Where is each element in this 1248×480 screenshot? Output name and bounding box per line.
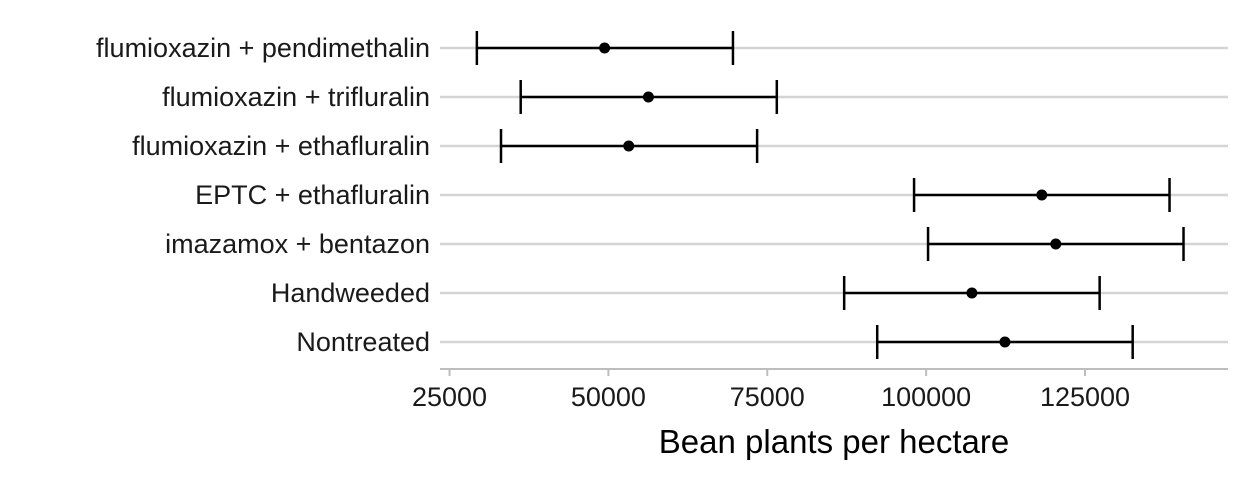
errorbar-5 xyxy=(842,276,1101,310)
category-label: flumioxazin + trifluralin xyxy=(162,82,430,112)
errorbar-2 xyxy=(499,129,759,163)
x-tick-label: 100000 xyxy=(881,382,971,412)
mean-point xyxy=(1036,189,1048,201)
x-axis-title: Bean plants per hectare xyxy=(659,423,1009,460)
category-label: Handweeded xyxy=(271,278,430,308)
category-label: Nontreated xyxy=(296,327,430,357)
category-label: EPTC + ethafluralin xyxy=(195,180,430,210)
category-label: flumioxazin + ethafluralin xyxy=(132,131,430,161)
category-label: imazamox + bentazon xyxy=(165,229,430,259)
x-tick-label: 50000 xyxy=(571,382,646,412)
errorbar-6 xyxy=(875,325,1134,359)
errorbar-0 xyxy=(475,31,735,65)
mean-point xyxy=(642,91,654,103)
errorbar-3 xyxy=(912,178,1171,212)
x-tick-label: 125000 xyxy=(1040,382,1130,412)
errorbar-4 xyxy=(926,227,1185,261)
category-labels: flumioxazin + pendimethalin flumioxazin +… xyxy=(96,33,430,357)
category-label: flumioxazin + pendimethalin xyxy=(96,33,430,63)
x-tick-label: 25000 xyxy=(412,382,487,412)
mean-point xyxy=(599,42,611,54)
x-tick-label: 75000 xyxy=(730,382,805,412)
mean-point xyxy=(1050,238,1062,250)
mark-layer xyxy=(475,31,1185,359)
mean-point xyxy=(966,287,978,299)
x-axis: 25000 50000 75000 100000 125000 xyxy=(412,368,1228,412)
mean-point xyxy=(623,140,635,152)
mean-point xyxy=(999,336,1011,348)
errorbar-1 xyxy=(519,80,779,114)
